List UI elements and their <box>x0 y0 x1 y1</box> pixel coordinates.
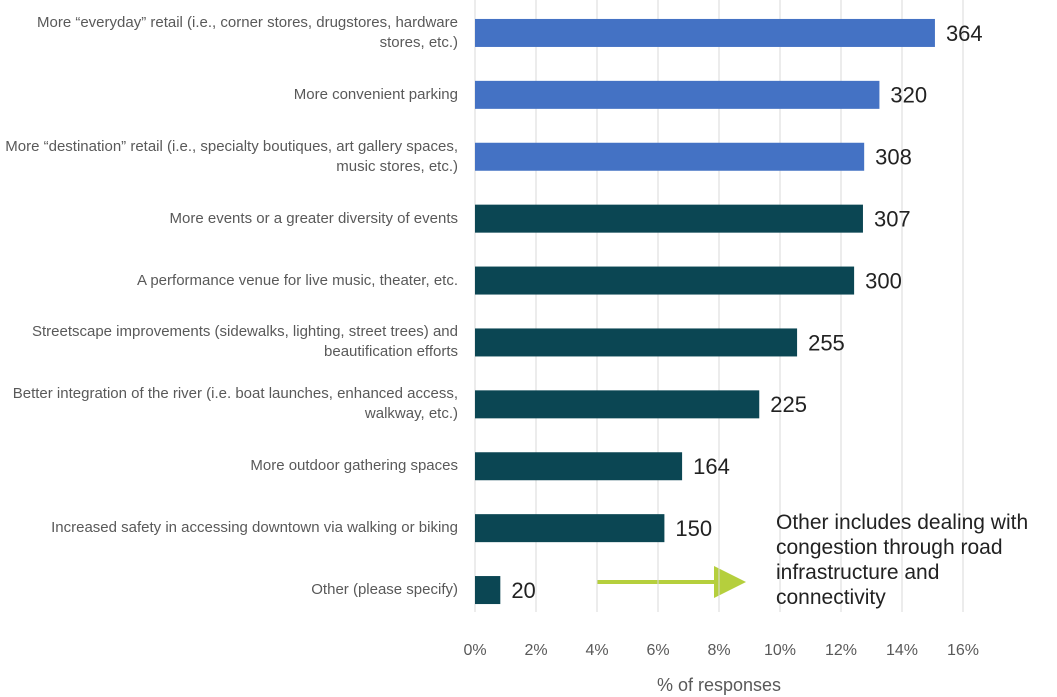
x-tick-label: 6% <box>646 642 669 659</box>
annotation: Other includes dealing with congestion t… <box>776 511 1029 609</box>
bar <box>475 18 935 47</box>
bar <box>475 266 855 295</box>
y-tick-label: More “destination” retail (i.e., special… <box>5 137 458 175</box>
y-tick-label: More convenient parking <box>293 85 458 103</box>
data-label: 225 <box>770 392 807 417</box>
x-tick-label: 8% <box>707 642 730 659</box>
y-tick-label: Streetscape improvements (sidewalks, lig… <box>31 323 458 361</box>
x-tick-label: 12% <box>825 642 857 659</box>
bar <box>475 576 501 605</box>
y-tick-label: More “everyday” retail (i.e., corner sto… <box>37 13 458 51</box>
x-tick-label: 4% <box>585 642 608 659</box>
x-tick-label: 0% <box>463 642 486 659</box>
bar <box>475 142 865 171</box>
bar <box>475 328 798 357</box>
data-label: 300 <box>865 268 902 293</box>
y-tick-label: Other (please specify) <box>311 581 458 599</box>
data-label: 164 <box>693 454 730 479</box>
y-tick-label: A performance venue for live music, thea… <box>137 271 458 289</box>
bar <box>475 204 863 233</box>
bar <box>475 452 683 481</box>
data-label: 150 <box>675 516 712 541</box>
y-tick-label: Increased safety in accessing downtown v… <box>51 519 458 537</box>
data-label: 255 <box>808 330 845 355</box>
data-label: 308 <box>875 145 912 170</box>
x-tick-label: 16% <box>947 642 979 659</box>
x-tick-label: 2% <box>524 642 547 659</box>
data-label: 20 <box>511 578 535 603</box>
y-tick-label: Better integration of the river (i.e. bo… <box>12 385 458 423</box>
data-label: 320 <box>890 83 927 108</box>
x-tick-label: 14% <box>886 642 918 659</box>
bar <box>475 514 665 543</box>
bar <box>475 80 880 109</box>
bar <box>475 390 760 419</box>
data-label: 307 <box>874 206 911 231</box>
x-axis-title: % of responses <box>657 675 781 695</box>
y-tick-label: More events or a greater diversity of ev… <box>169 209 458 227</box>
data-label: 364 <box>946 21 983 46</box>
y-tick-label: More outdoor gathering spaces <box>250 457 458 475</box>
x-tick-label: 10% <box>764 642 796 659</box>
